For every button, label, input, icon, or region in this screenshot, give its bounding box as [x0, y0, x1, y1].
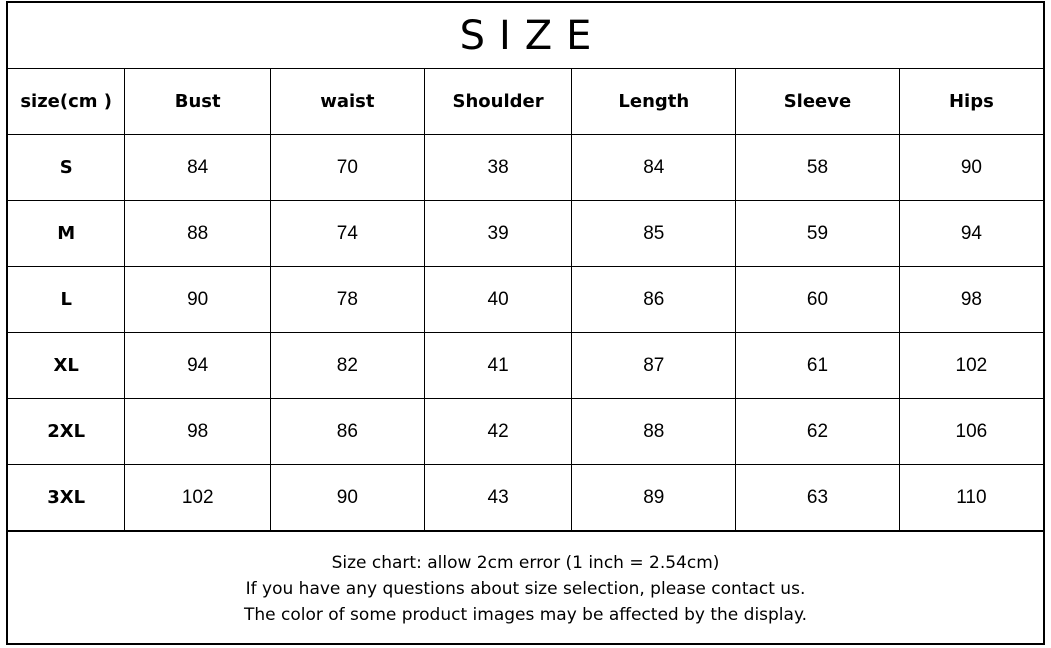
size-label: L: [8, 266, 126, 333]
table-row: S 84 70 38 84 58 90: [8, 134, 1043, 201]
table-cell: 102: [898, 332, 1043, 399]
table-cell: 88: [124, 200, 272, 267]
note-line: If you have any questions about size sel…: [245, 579, 806, 599]
size-label: XL: [8, 332, 126, 399]
table-cell: 94: [898, 200, 1043, 267]
table-row: M 88 74 39 85 59 94: [8, 200, 1043, 267]
column-header: Bust: [124, 69, 272, 135]
table-cell: 84: [124, 134, 272, 201]
table-cell: 59: [735, 200, 900, 267]
table-cell: 58: [735, 134, 900, 201]
table-cell: 90: [270, 464, 425, 531]
table-cell: 94: [124, 332, 272, 399]
table-cell: 42: [423, 398, 573, 465]
table-cell: 102: [124, 464, 272, 531]
table-cell: 74: [270, 200, 425, 267]
table-cell: 86: [571, 266, 737, 333]
table-cell: 86: [270, 398, 425, 465]
size-label: 2XL: [8, 398, 126, 465]
table-cell: 98: [898, 266, 1043, 333]
table-row: 2XL 98 86 42 88 62 106: [8, 398, 1043, 465]
column-header: Length: [571, 69, 737, 135]
table-row: XL 94 82 41 87 61 102: [8, 332, 1043, 399]
column-header: Hips: [898, 69, 1043, 135]
table-cell: 60: [735, 266, 900, 333]
table-cell: 40: [423, 266, 573, 333]
size-label: S: [8, 134, 126, 201]
table-row: L 90 78 40 86 60 98: [8, 266, 1043, 333]
table-cell: 90: [898, 134, 1043, 201]
size-label: 3XL: [8, 464, 126, 531]
table-cell: 87: [571, 332, 737, 399]
table-cell: 41: [423, 332, 573, 399]
size-notes: Size chart: allow 2cm error (1 inch = 2.…: [8, 531, 1043, 646]
table-cell: 63: [735, 464, 900, 531]
table-cell: 38: [423, 134, 573, 201]
table-cell: 70: [270, 134, 425, 201]
column-header: size(cm ): [8, 69, 126, 135]
table-cell: 84: [571, 134, 737, 201]
table-cell: 78: [270, 266, 425, 333]
table-cell: 88: [571, 398, 737, 465]
table-cell: 106: [898, 398, 1043, 465]
column-header: Sleeve: [735, 69, 900, 135]
table-cell: 39: [423, 200, 573, 267]
table-cell: 90: [124, 266, 272, 333]
size-table: size(cm ) Bust waist Shoulder Length Sleeve Hi…: [8, 69, 1043, 531]
table-row: 3XL 102 90 43 89 63 110: [8, 464, 1043, 531]
header-row: size(cm ) Bust waist Shoulder Length Sleeve Hi…: [8, 69, 1043, 135]
table-cell: 110: [898, 464, 1043, 531]
chart-title: SIZE: [8, 3, 1043, 69]
size-chart: SIZE size(cm ) Bust waist Shoulder Length Sle…: [6, 1, 1045, 645]
table-cell: 85: [571, 200, 737, 267]
table-cell: 89: [571, 464, 737, 531]
column-header: waist: [270, 69, 425, 135]
table-cell: 43: [423, 464, 573, 531]
table-cell: 98: [124, 398, 272, 465]
table-cell: 82: [270, 332, 425, 399]
column-header: Shoulder: [423, 69, 573, 135]
note-line: Size chart: allow 2cm error (1 inch = 2.…: [331, 553, 720, 573]
note-line: The color of some product images may be …: [243, 605, 807, 625]
size-label: M: [8, 200, 126, 267]
table-cell: 62: [735, 398, 900, 465]
table-cell: 61: [735, 332, 900, 399]
